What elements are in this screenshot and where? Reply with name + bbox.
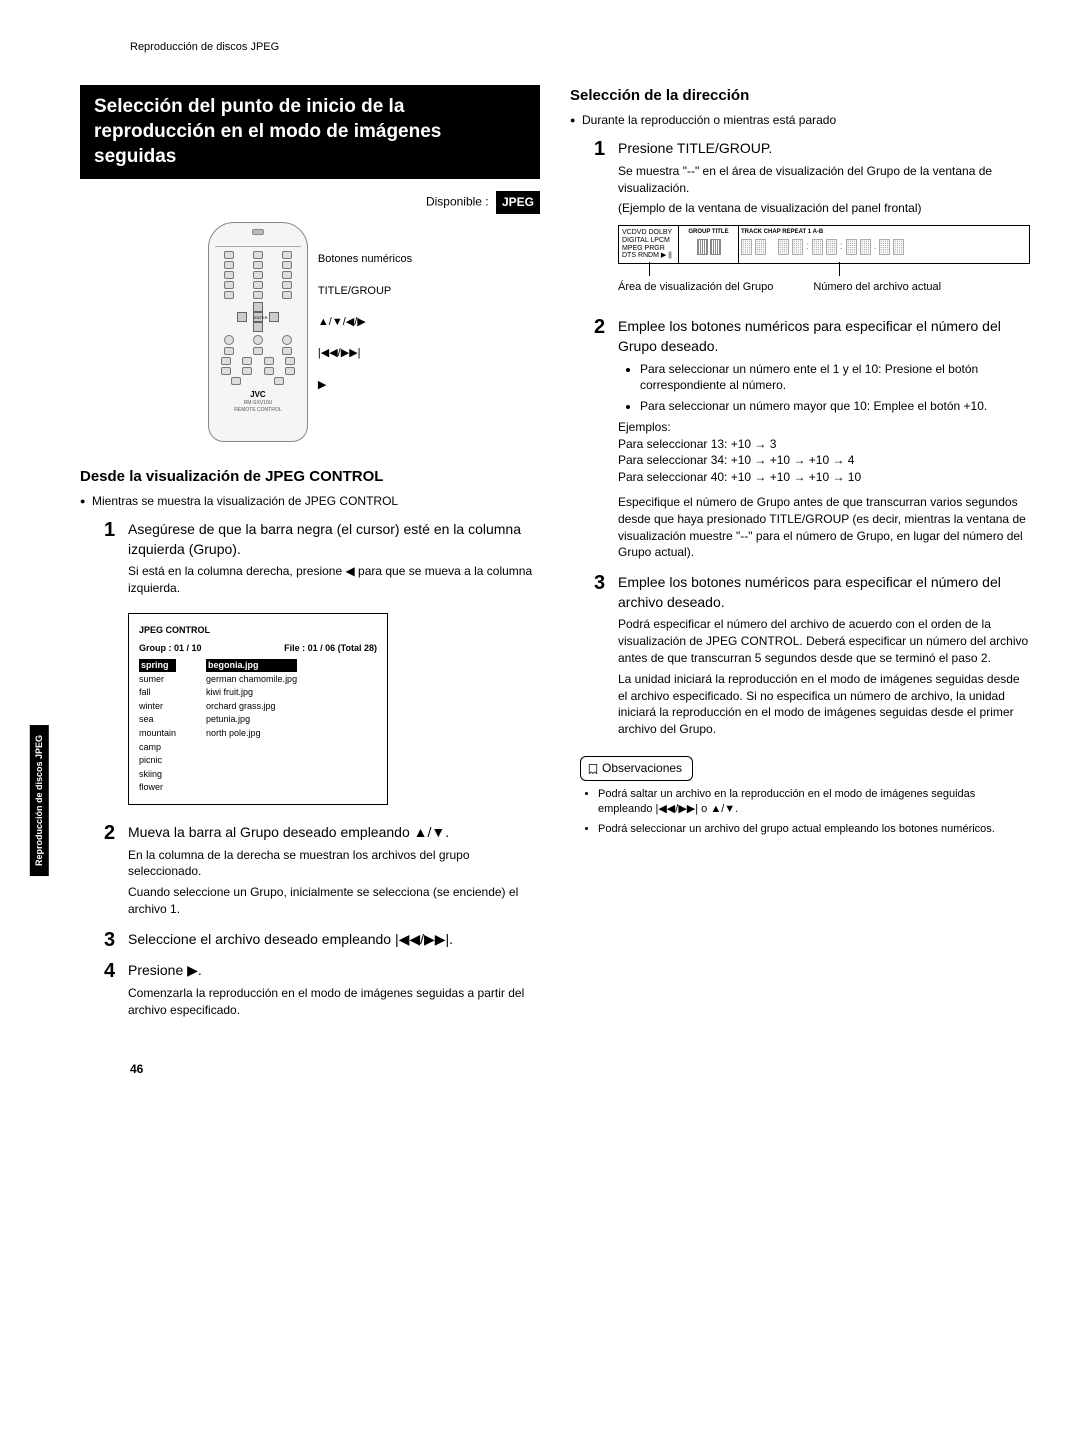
step1-text: Si está en la columna derecha, presione … — [128, 563, 540, 597]
remote-label-numeric: Botones numéricos — [318, 252, 412, 267]
bullet-during-playback: Durante la reproducción o mientras está … — [570, 112, 1030, 129]
note-icon — [587, 763, 599, 775]
jc-group-item: mountain — [139, 727, 176, 740]
disponible-label: Disponible : — [426, 195, 489, 209]
jpeg-control-box: JPEG CONTROL Group : 01 / 10 File : 01 /… — [128, 613, 388, 805]
display-panel: VCDVD DOLBY DIGITAL LPCM MPEG PRGR DTS R… — [618, 225, 1030, 264]
remote-label-skip: |◀◀/▶▶| — [318, 346, 412, 361]
obs-item-2: Podrá seleccionar un archivo del grupo a… — [598, 822, 1030, 837]
side-tab: Reproducción de discos JPEG — [30, 725, 49, 876]
jc-groups-col: spring sumer fall winter sea mountain ca… — [139, 659, 176, 794]
ejemplo-13: Para seleccionar 13: +10 → 3 — [618, 436, 1030, 453]
jc-file-item: north pole.jpg — [206, 727, 297, 740]
ejemplo-34: Para seleccionar 34: +10 → +10 → +10 → 4 — [618, 452, 1030, 469]
jc-group-item: fall — [139, 686, 176, 699]
remote-diagram: ENTER JVC RM-SXV10U REMOTE CONTROL Boton… — [80, 222, 540, 442]
r-step2-title: Emplee los botones numéricos para especi… — [618, 317, 1030, 356]
step-num-1: 1 — [104, 520, 120, 601]
dp-left-indicators: VCDVD DOLBY DIGITAL LPCM MPEG PRGR DTS R… — [619, 226, 679, 263]
remote-label-play: ▶ — [318, 378, 412, 393]
r-step2-b2: Para seleccionar un número mayor que 10:… — [640, 398, 1030, 415]
step2-text2: Cuando seleccione un Grupo, inicialmente… — [128, 884, 540, 918]
step2-title: Mueva la barra al Grupo deseado empleand… — [128, 823, 540, 843]
r-step2-b1: Para seleccionar un número ente el 1 y e… — [640, 361, 1030, 395]
remote-body: ENTER JVC RM-SXV10U REMOTE CONTROL — [208, 222, 308, 442]
step4-text: Comenzarla la reproducción en el modo de… — [128, 985, 540, 1019]
jc-group-hdr: Group : 01 / 10 — [139, 642, 202, 655]
r-step3-title: Emplee los botones numéricos para especi… — [618, 573, 1030, 612]
ejemplos-label: Ejemplos: — [618, 419, 1030, 436]
remote-label-arrows: ▲/▼/◀/▶ — [318, 315, 412, 330]
step1-title: Asegúrese de que la barra negra (el curs… — [128, 520, 540, 559]
remote-sub: REMOTE CONTROL — [215, 407, 301, 414]
disponible-row: Disponible : JPEG — [80, 191, 540, 214]
ejemplo-40: Para seleccionar 40: +10 → +10 → +10 → 1… — [618, 469, 1030, 486]
right-column: Selección de la dirección Durante la rep… — [570, 85, 1030, 1030]
jc-group-item: camp — [139, 741, 176, 754]
r-step3-text1: Podrá especificar el número del archivo … — [618, 616, 1030, 666]
left-column: Reproducción de discos JPEG Selección de… — [50, 85, 540, 1030]
r-step-num-3: 3 — [594, 573, 610, 742]
r-step-num-2: 2 — [594, 317, 610, 565]
step3-title: Seleccione el archivo deseado empleando … — [128, 930, 540, 950]
step2-text1: En la columna de la derecha se muestran … — [128, 847, 540, 881]
step-num-2: 2 — [104, 823, 120, 922]
remote-logo: JVC — [215, 389, 301, 400]
section-title-box: Selección del punto de inicio de la repr… — [80, 85, 540, 179]
remote-label-titlegroup: TITLE/GROUP — [318, 284, 412, 299]
jc-group-item: sumer — [139, 673, 176, 686]
step-num-3: 3 — [104, 930, 120, 954]
jc-file-item: petunia.jpg — [206, 713, 297, 726]
r-step-num-1: 1 — [594, 139, 610, 309]
jpeg-badge: JPEG — [496, 191, 540, 214]
jc-group-item: sea — [139, 713, 176, 726]
page-number: 46 — [130, 1061, 1030, 1078]
r-step3-text2: La unidad iniciará la reproducción en el… — [618, 671, 1030, 738]
jc-file-selected: begonia.jpg — [206, 659, 297, 672]
remote-dpad: ENTER — [233, 302, 283, 332]
running-header: Reproducción de discos JPEG — [130, 40, 1030, 55]
jc-group-item: picnic — [139, 754, 176, 767]
step-num-4: 4 — [104, 961, 120, 1022]
jc-group-item: winter — [139, 700, 176, 713]
jc-group-item: skiing — [139, 768, 176, 781]
jc-files-col: begonia.jpg german chamomile.jpg kiwi fr… — [206, 659, 297, 794]
jc-file-hdr: File : 01 / 06 (Total 28) — [284, 642, 377, 655]
jc-file-item: kiwi fruit.jpg — [206, 686, 297, 699]
remote-labels: Botones numéricos TITLE/GROUP ▲/▼/◀/▶ |◀… — [318, 222, 412, 442]
r-step1-text1: Se muestra "--" en el área de visualizac… — [618, 163, 1030, 197]
jc-file-item: german chamomile.jpg — [206, 673, 297, 686]
r-step1-text2: (Ejemplo de la ventana de visualización … — [618, 200, 1030, 217]
step4-title: Presione ▶. — [128, 961, 540, 981]
bullet-jpegcontrol-shown: Mientras se muestra la visualización de … — [80, 493, 540, 510]
obs-item-1: Podrá saltar un archivo en la reproducci… — [598, 787, 1030, 818]
panel-label-file: Número del archivo actual — [813, 270, 941, 295]
jc-group-item: flower — [139, 781, 176, 794]
remote-model: RM-SXV10U — [215, 400, 301, 407]
r-step2-note: Especifique el número de Grupo antes de … — [618, 494, 1030, 561]
jc-group-selected: spring — [139, 659, 176, 672]
dp-group-area: GROUP TITLE — [679, 226, 739, 263]
dp-track-area: TRACK CHAP REPEAT 1 A-B : : . — [739, 226, 1029, 263]
jc-title: JPEG CONTROL — [139, 624, 377, 637]
observaciones-box: Observaciones — [580, 756, 693, 781]
r-step1-title: Presione TITLE/GROUP. — [618, 139, 1030, 159]
subsection-hdr-jpegcontrol: Desde la visualización de JPEG CONTROL — [80, 466, 540, 487]
panel-label-group: Área de visualización del Grupo — [618, 270, 773, 295]
jc-file-item: orchard grass.jpg — [206, 700, 297, 713]
subsection-hdr-direction: Selección de la dirección — [570, 85, 1030, 106]
